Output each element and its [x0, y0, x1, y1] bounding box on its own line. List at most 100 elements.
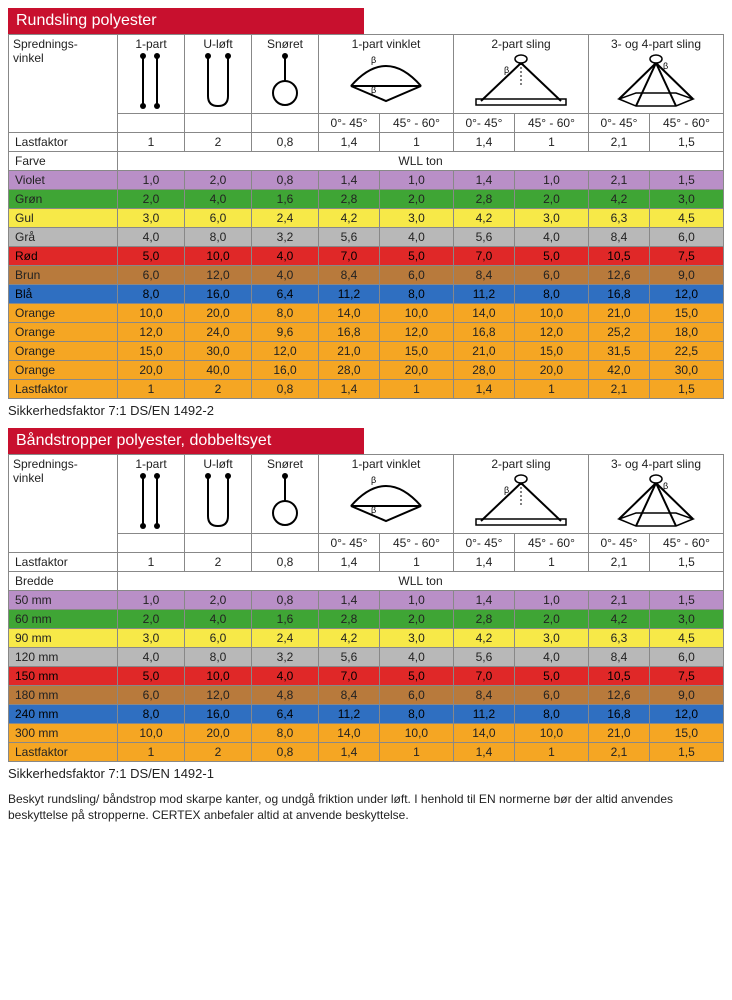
- config-4part: 3- og 4-part slingβ: [589, 455, 724, 534]
- cell-4-8: 7,5: [649, 247, 723, 266]
- cell-8-0: 12,0: [118, 323, 185, 342]
- angle-1: 45° - 60°: [379, 534, 453, 553]
- cell-8-3: 1,4: [319, 743, 380, 762]
- cell-5-0: 6,0: [118, 686, 185, 705]
- cell-8-4: 12,0: [379, 323, 453, 342]
- row-label: 60 mm: [9, 610, 118, 629]
- data-row-6: 240 mm8,016,06,411,28,011,28,016,812,0: [9, 705, 724, 724]
- lastfaktor-val-1: 2: [185, 133, 252, 152]
- cell-6-5: 11,2: [454, 285, 515, 304]
- svg-text:β: β: [504, 485, 509, 495]
- lastfaktor-label: Lastfaktor: [9, 133, 118, 152]
- cell-2-3: 4,2: [319, 629, 380, 648]
- cell-2-6: 3,0: [514, 209, 588, 228]
- angle-4: 0°- 45°: [589, 114, 650, 133]
- choker-icon: [265, 51, 305, 111]
- lastfaktor-val-0: 1: [118, 553, 185, 572]
- row-label: 50 mm: [9, 591, 118, 610]
- cell-7-1: 20,0: [185, 304, 252, 323]
- cell-2-4: 3,0: [379, 209, 453, 228]
- angle-1: 45° - 60°: [379, 114, 453, 133]
- cell-0-8: 1,5: [649, 171, 723, 190]
- cell-6-0: 8,0: [118, 285, 185, 304]
- cell-0-4: 1,0: [379, 171, 453, 190]
- cell-10-6: 20,0: [514, 361, 588, 380]
- wll-header: WLL ton: [118, 152, 724, 171]
- cell-4-5: 7,0: [454, 247, 515, 266]
- data-row-6: Blå8,016,06,411,28,011,28,016,812,0: [9, 285, 724, 304]
- row-label: Rød: [9, 247, 118, 266]
- cell-7-8: 15,0: [649, 724, 723, 743]
- cell-3-8: 6,0: [649, 228, 723, 247]
- data-row-8: Lastfaktor120,81,411,412,11,5: [9, 743, 724, 762]
- cell-0-1: 2,0: [185, 591, 252, 610]
- cell-6-2: 6,4: [252, 705, 319, 724]
- footnote-0: Sikkerhedsfaktor 7:1 DS/EN 1492-2: [8, 403, 724, 418]
- cell-2-2: 2,4: [252, 629, 319, 648]
- section-title-0: Rundsling polyester: [8, 8, 364, 34]
- cell-6-6: 8,0: [514, 705, 588, 724]
- angle-5: 45° - 60°: [649, 534, 723, 553]
- cell-4-2: 4,0: [252, 247, 319, 266]
- cell-4-4: 5,0: [379, 247, 453, 266]
- cell-8-7: 25,2: [589, 323, 650, 342]
- angle-2: 0°- 45°: [454, 534, 515, 553]
- lastfaktor-label: Lastfaktor: [9, 553, 118, 572]
- cell-2-0: 3,0: [118, 209, 185, 228]
- data-row-8: Orange12,024,09,616,812,016,812,025,218,…: [9, 323, 724, 342]
- data-row-9: Orange15,030,012,021,015,021,015,031,522…: [9, 342, 724, 361]
- cell-3-2: 3,2: [252, 648, 319, 667]
- cell-11-3: 1,4: [319, 380, 380, 399]
- svg-text:β: β: [504, 65, 509, 75]
- data-row-3: 120 mm4,08,03,25,64,05,64,08,46,0: [9, 648, 724, 667]
- cell-5-3: 8,4: [319, 686, 380, 705]
- row-label: Orange: [9, 342, 118, 361]
- cell-4-3: 7,0: [319, 667, 380, 686]
- cell-0-4: 1,0: [379, 591, 453, 610]
- cell-10-3: 28,0: [319, 361, 380, 380]
- cell-3-4: 4,0: [379, 648, 453, 667]
- row-label: Lastfaktor: [9, 743, 118, 762]
- cell-4-1: 10,0: [185, 247, 252, 266]
- lastfaktor-val-3: 1,4: [319, 133, 380, 152]
- cell-7-3: 14,0: [319, 304, 380, 323]
- cell-3-4: 4,0: [379, 228, 453, 247]
- config-snoret: Snøret: [252, 455, 319, 534]
- cell-0-2: 0,8: [252, 591, 319, 610]
- cell-0-2: 0,8: [252, 171, 319, 190]
- cell-7-6: 10,0: [514, 304, 588, 323]
- cell-3-8: 6,0: [649, 648, 723, 667]
- cell-11-1: 2: [185, 380, 252, 399]
- cell-8-8: 18,0: [649, 323, 723, 342]
- angle-2: 0°- 45°: [454, 114, 515, 133]
- cell-4-6: 5,0: [514, 247, 588, 266]
- cell-8-4: 1: [379, 743, 453, 762]
- cell-7-7: 21,0: [589, 304, 650, 323]
- data-row-7: Orange10,020,08,014,010,014,010,021,015,…: [9, 304, 724, 323]
- cell-4-5: 7,0: [454, 667, 515, 686]
- cell-6-6: 8,0: [514, 285, 588, 304]
- row-label: 300 mm: [9, 724, 118, 743]
- cell-5-8: 9,0: [649, 266, 723, 285]
- four-part-icon: β: [601, 471, 711, 531]
- cell-8-7: 2,1: [589, 743, 650, 762]
- section-title-1: Båndstropper polyester, dobbeltsyet: [8, 428, 364, 454]
- row-label: Blå: [9, 285, 118, 304]
- angle-5: 45° - 60°: [649, 114, 723, 133]
- cell-2-8: 4,5: [649, 209, 723, 228]
- data-row-4: 150 mm5,010,04,07,05,07,05,010,57,5: [9, 667, 724, 686]
- row-label: Grå: [9, 228, 118, 247]
- cell-3-1: 8,0: [185, 228, 252, 247]
- cell-4-3: 7,0: [319, 247, 380, 266]
- cell-6-8: 12,0: [649, 705, 723, 724]
- lastfaktor-val-8: 1,5: [649, 553, 723, 572]
- cell-1-8: 3,0: [649, 610, 723, 629]
- cell-4-1: 10,0: [185, 667, 252, 686]
- two-part-icon: β: [466, 471, 576, 531]
- cell-3-7: 8,4: [589, 648, 650, 667]
- lastfaktor-val-3: 1,4: [319, 553, 380, 572]
- row-label: Lastfaktor: [9, 380, 118, 399]
- cell-0-5: 1,4: [454, 171, 515, 190]
- cell-1-1: 4,0: [185, 610, 252, 629]
- cell-10-4: 20,0: [379, 361, 453, 380]
